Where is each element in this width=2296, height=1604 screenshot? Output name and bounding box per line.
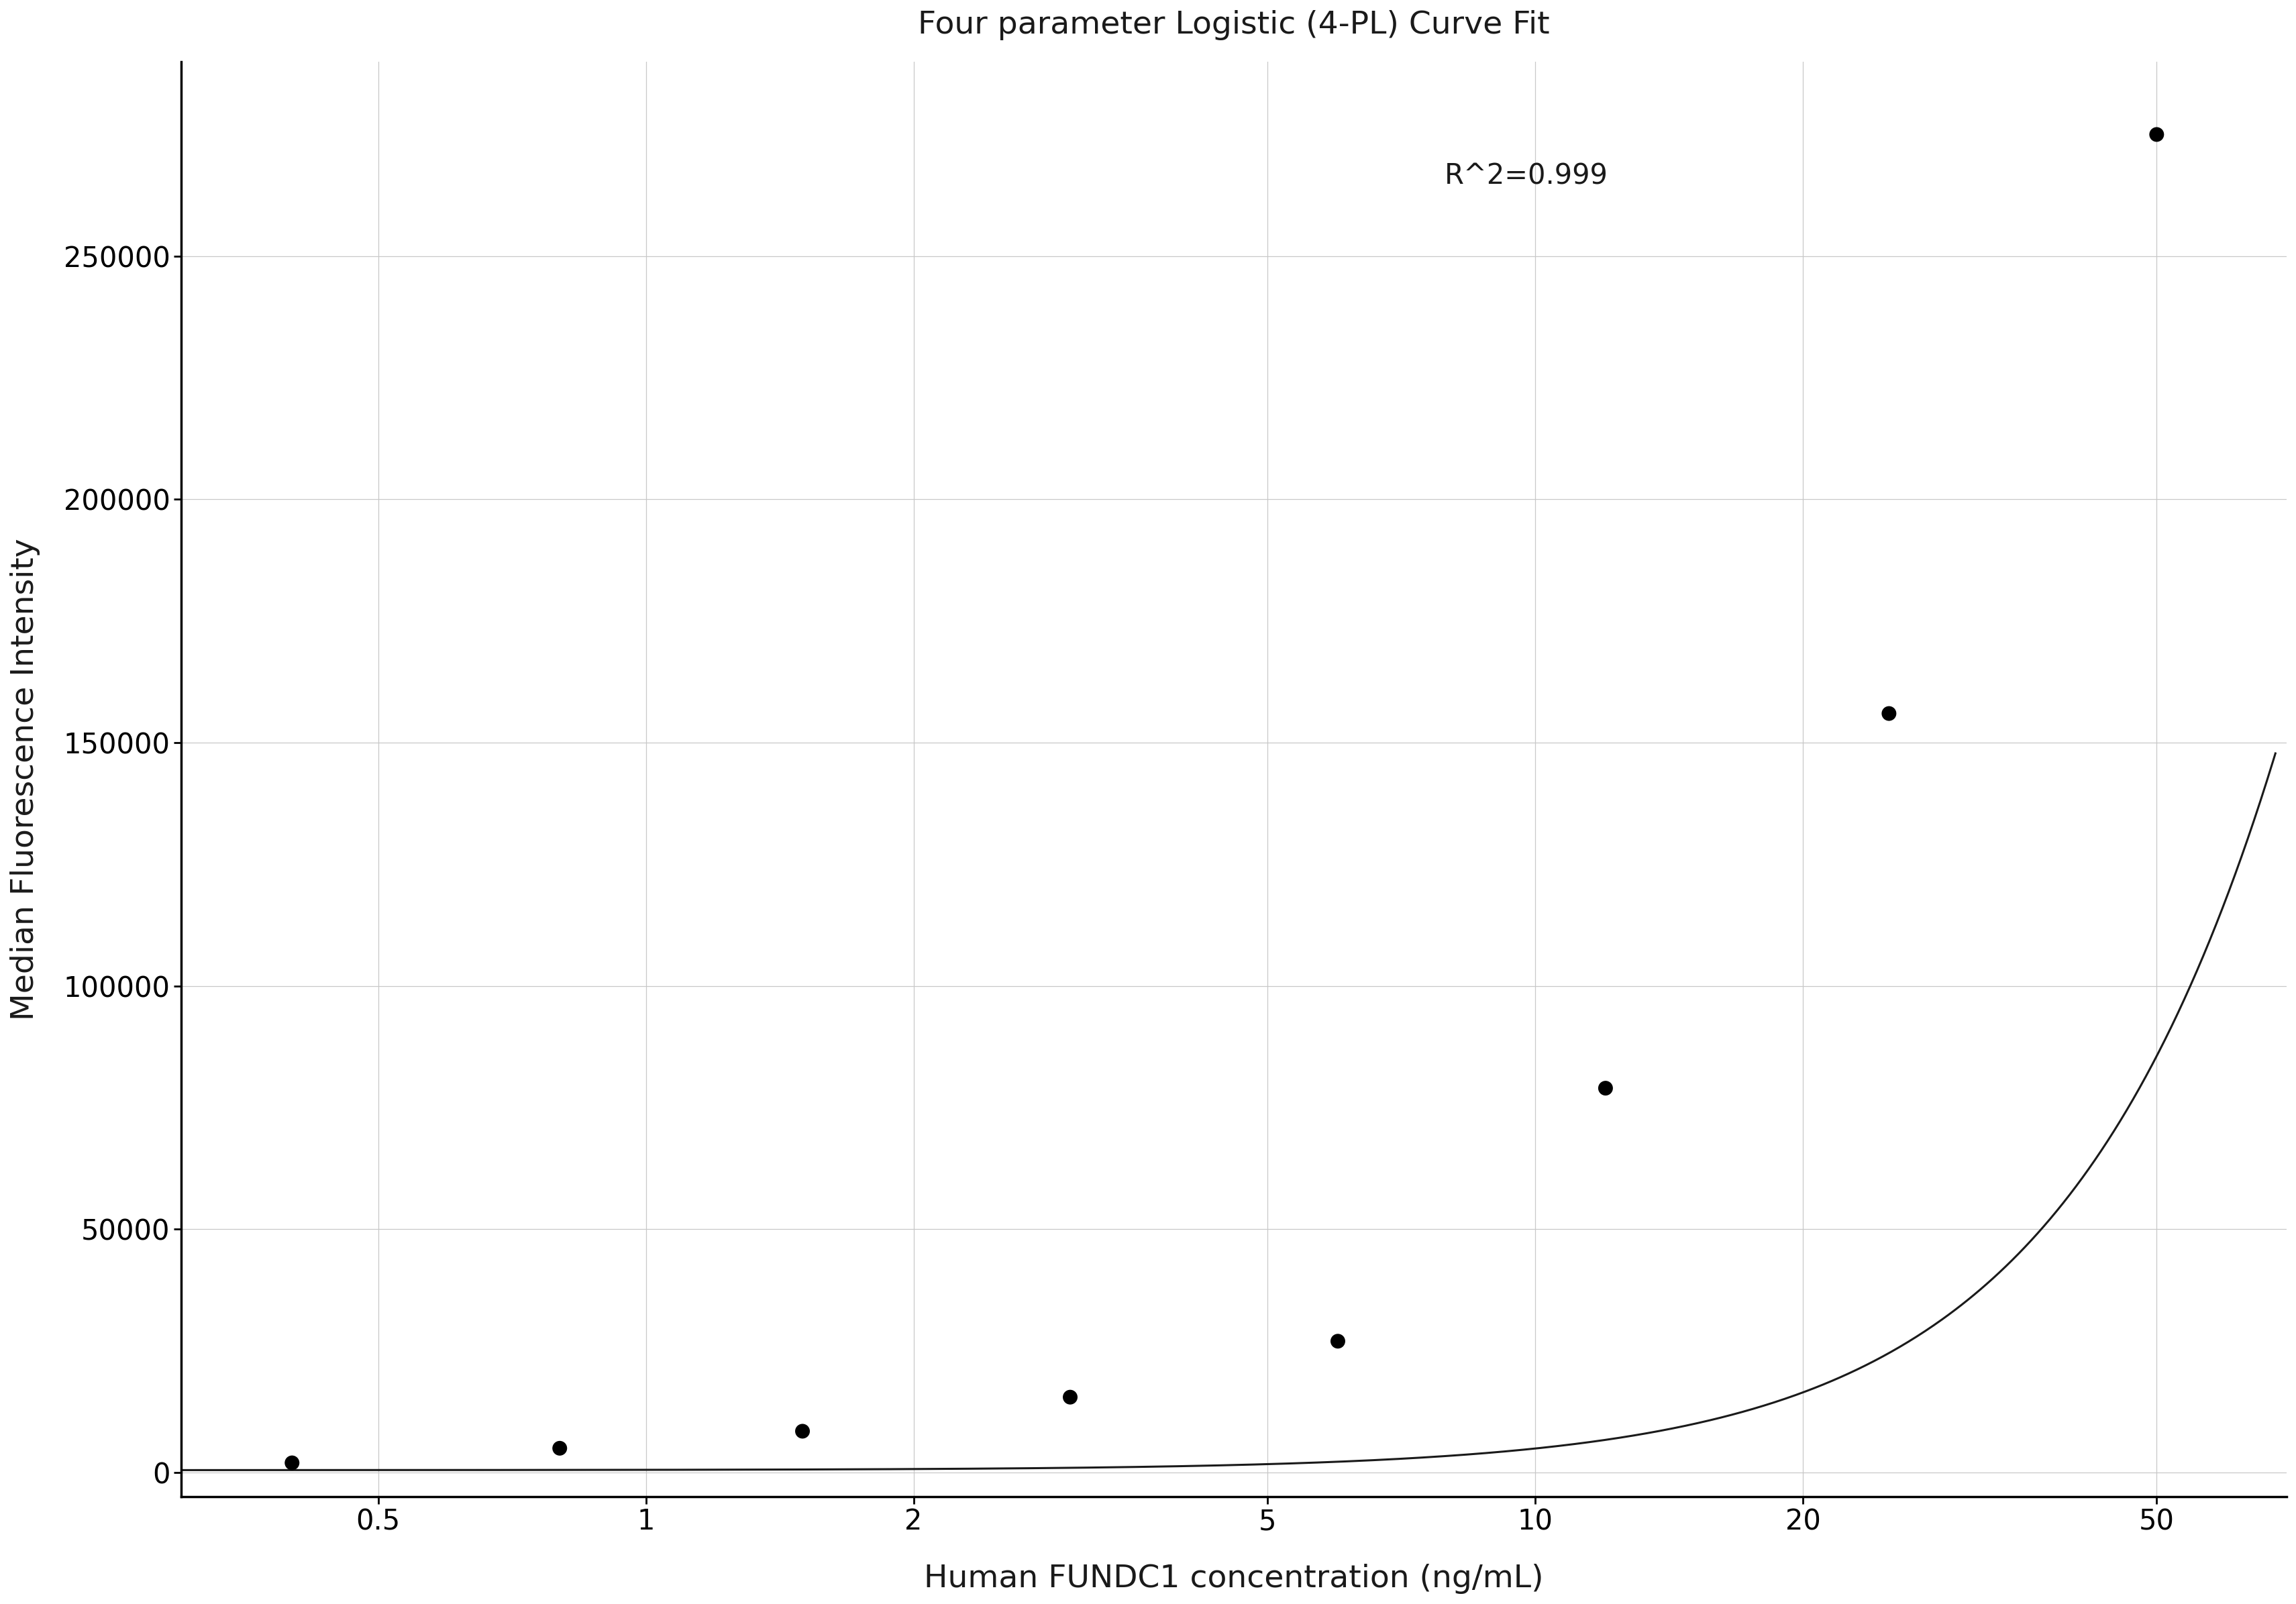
Point	[273, 1450, 310, 1476]
Point	[1869, 701, 1906, 727]
Title: Four parameter Logistic (4-PL) Curve Fit: Four parameter Logistic (4-PL) Curve Fit	[918, 10, 1550, 40]
Point	[1587, 1075, 1623, 1100]
Point	[1052, 1384, 1088, 1410]
Point	[1320, 1328, 1357, 1354]
Text: R^2=0.999: R^2=0.999	[1444, 162, 1607, 191]
Y-axis label: Median Fluorescence Intensity: Median Fluorescence Intensity	[9, 537, 41, 1020]
Point	[2138, 122, 2174, 148]
Point	[783, 1418, 820, 1444]
X-axis label: Human FUNDC1 concentration (ng/mL): Human FUNDC1 concentration (ng/mL)	[923, 1564, 1543, 1594]
Point	[542, 1436, 579, 1461]
